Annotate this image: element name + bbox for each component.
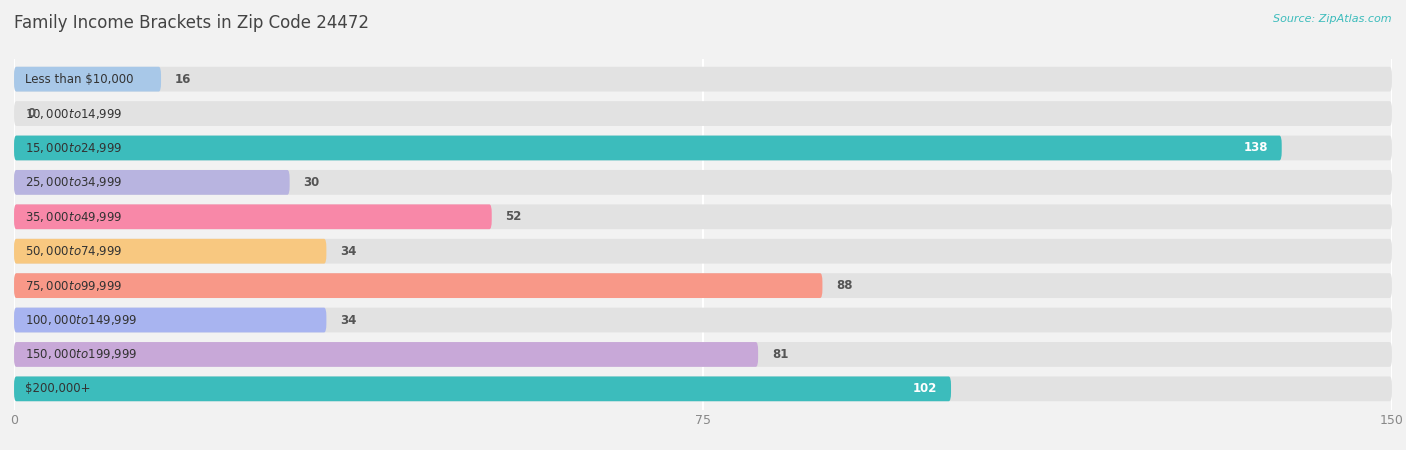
Text: 34: 34 [340,314,357,327]
Text: 52: 52 [506,210,522,223]
Text: $10,000 to $14,999: $10,000 to $14,999 [25,107,122,121]
Text: 102: 102 [912,382,938,396]
FancyBboxPatch shape [14,239,1392,264]
FancyBboxPatch shape [14,170,1392,195]
FancyBboxPatch shape [14,204,492,229]
FancyBboxPatch shape [14,273,1392,298]
FancyBboxPatch shape [14,342,758,367]
FancyBboxPatch shape [14,377,1392,401]
Text: 138: 138 [1243,141,1268,154]
Text: Source: ZipAtlas.com: Source: ZipAtlas.com [1274,14,1392,23]
Text: $100,000 to $149,999: $100,000 to $149,999 [25,313,138,327]
FancyBboxPatch shape [14,308,326,333]
FancyBboxPatch shape [14,101,1392,126]
FancyBboxPatch shape [14,170,290,195]
FancyBboxPatch shape [14,204,1392,229]
FancyBboxPatch shape [14,377,950,401]
FancyBboxPatch shape [14,273,823,298]
Text: $200,000+: $200,000+ [25,382,90,396]
Text: 16: 16 [174,72,191,86]
FancyBboxPatch shape [14,135,1282,160]
FancyBboxPatch shape [14,67,1392,91]
Text: 88: 88 [837,279,852,292]
Text: 30: 30 [304,176,319,189]
Text: 81: 81 [772,348,789,361]
FancyBboxPatch shape [14,308,1392,333]
FancyBboxPatch shape [14,342,1392,367]
Text: $50,000 to $74,999: $50,000 to $74,999 [25,244,122,258]
FancyBboxPatch shape [14,67,162,91]
FancyBboxPatch shape [14,135,1392,160]
Text: 0: 0 [28,107,37,120]
Text: $35,000 to $49,999: $35,000 to $49,999 [25,210,122,224]
Text: $15,000 to $24,999: $15,000 to $24,999 [25,141,122,155]
Text: 34: 34 [340,245,357,258]
Text: Family Income Brackets in Zip Code 24472: Family Income Brackets in Zip Code 24472 [14,14,368,32]
Text: Less than $10,000: Less than $10,000 [25,72,134,86]
Text: $25,000 to $34,999: $25,000 to $34,999 [25,176,122,189]
Text: $75,000 to $99,999: $75,000 to $99,999 [25,279,122,292]
Text: $150,000 to $199,999: $150,000 to $199,999 [25,347,138,361]
FancyBboxPatch shape [14,239,326,264]
